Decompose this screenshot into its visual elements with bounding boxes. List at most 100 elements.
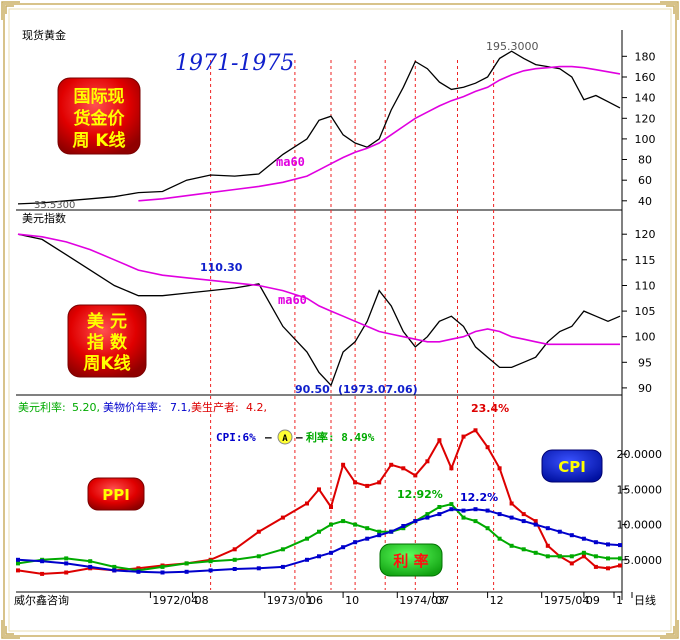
- macro-series-0-point: [521, 512, 526, 517]
- gold-badge-line-1: 国际现: [74, 87, 125, 107]
- macro-series-1-point: [64, 556, 69, 561]
- macro-series-1-point: [232, 557, 237, 562]
- usd-low-label: 90.50: [295, 383, 330, 396]
- macro-series-2-point: [136, 569, 141, 574]
- usd-ytick-label: 95: [638, 356, 652, 369]
- gold-ytick-label: 100: [635, 133, 656, 146]
- macro-series-1-point: [365, 526, 370, 531]
- macro-series-0-point: [437, 438, 442, 443]
- macro-series-0-point: [16, 568, 20, 573]
- macro-series-2-point: [40, 559, 45, 564]
- macro-series-0-point: [569, 561, 574, 566]
- usd-badge-line-2: 指 数: [87, 332, 128, 353]
- macro-series-2-point: [160, 570, 165, 575]
- xtick-label: 1973/01: [267, 594, 313, 607]
- macro-ytick-label: 10.0000: [617, 519, 663, 532]
- macro-series-2-point: [365, 536, 370, 541]
- rate-badge-label: 利 率: [393, 552, 428, 570]
- macro-series-1-point: [160, 564, 165, 569]
- usd-ytick-label: 120: [635, 228, 656, 241]
- macro-ytick-label: 5.0000: [624, 554, 663, 567]
- gold-ytick-label: 140: [635, 92, 656, 105]
- macro-series-1-point: [184, 561, 189, 566]
- macro-series-0-point: [485, 445, 490, 450]
- macro-series-1-point: [497, 536, 502, 541]
- ppi-peak-label: 23.4%: [471, 402, 509, 415]
- macro-series-1-point: [305, 536, 309, 541]
- usd-ytick-label: 90: [638, 382, 652, 395]
- legend-ppi-value: 4.2,: [246, 401, 267, 414]
- macro-series-1-point: [112, 564, 117, 569]
- xtick-label: 1975/04: [544, 594, 590, 607]
- usd-panel-title: 美元指数: [22, 211, 66, 225]
- cpi-peak-label: 12.2%: [460, 491, 498, 504]
- macro-series-0-point: [413, 473, 418, 478]
- usd-low-date-label: (1973.07.06): [338, 383, 418, 396]
- macro-series-1-point: [581, 550, 586, 555]
- legend-rate-value: 5.20,: [72, 401, 100, 414]
- gold-badge-line-2: 货金价: [74, 108, 126, 129]
- gold-ma-label: ma60: [276, 155, 305, 169]
- macro-series-2-point: [461, 508, 466, 513]
- macro-series-1-point: [88, 559, 93, 564]
- usd-badge-line-1: 美 元: [87, 311, 127, 332]
- macro-ytick-label: 15.0000: [617, 483, 663, 496]
- xtick-label: 07: [435, 594, 449, 607]
- usd-badge-line-3: 周K线: [83, 353, 130, 374]
- cpi-rate-annotation: CPI:6% – A – 利率: 8.49%: [216, 429, 375, 445]
- macro-series-0-point: [449, 466, 454, 471]
- usd-high-label: 110.30: [200, 261, 243, 274]
- macro-series-2-point: [618, 543, 622, 548]
- macro-series-2-point: [329, 550, 333, 555]
- macro-series-2-point: [64, 561, 69, 566]
- macro-series-2-point: [389, 529, 394, 534]
- xtick-label: 06: [309, 594, 323, 607]
- gold-ytick-label: 120: [635, 112, 656, 125]
- macro-series-1-point: [521, 547, 526, 552]
- macro-series-2-point: [353, 540, 358, 545]
- marker-a-label: A: [282, 434, 288, 444]
- marker-a-icon: [277, 429, 293, 445]
- macro-series-1-point: [16, 561, 20, 566]
- macro-series-0-point: [545, 543, 550, 548]
- xtick-label: 12: [490, 594, 504, 607]
- xtick-label: 10: [345, 594, 359, 607]
- macro-series-0-point: [280, 515, 285, 520]
- legend-ppi-label: 美生产者:: [191, 400, 239, 414]
- macro-ytick-label: 20.0000: [617, 448, 663, 461]
- macro-series-1-point: [317, 529, 321, 534]
- gold-low-label: 35.5300: [34, 200, 75, 211]
- macro-series-0-point: [377, 480, 382, 485]
- macro-series-2-point: [569, 533, 574, 538]
- macro-series-0-point: [317, 487, 321, 492]
- macro-series-0-point: [341, 462, 346, 467]
- macro-series-1-point: [557, 554, 562, 559]
- macro-series-0-point: [509, 501, 514, 506]
- macro-series-1-point: [461, 515, 466, 520]
- gold-ytick-label: 40: [638, 195, 652, 208]
- gold-ytick-label: 60: [638, 174, 652, 187]
- inner-frame-border: [8, 8, 672, 632]
- usd-series-0-line: [17, 233, 621, 387]
- macro-series-0-point: [40, 571, 45, 576]
- macro-series-2-point: [425, 515, 430, 520]
- guide-dashes: [210, 60, 495, 590]
- cpi-badge: CPI: [541, 449, 603, 483]
- macro-series-1-point: [593, 554, 598, 559]
- macro-series-1-point: [353, 522, 358, 527]
- macro-series-2-point: [377, 533, 382, 538]
- gold-panel-title: 现货黄金: [22, 28, 66, 42]
- macro-series-2-point: [593, 540, 598, 545]
- macro-series-2-point: [521, 519, 526, 524]
- usd-ytick-label: 100: [635, 331, 656, 344]
- macro-series-1-point: [569, 554, 574, 559]
- macro-series-2-point: [112, 568, 117, 573]
- macro-series-2-point: [545, 526, 550, 531]
- gold-ytick-label: 160: [635, 71, 656, 84]
- macro-series-0-point: [64, 570, 69, 575]
- macro-series-1-line: [17, 502, 620, 572]
- macro-panel-series: [16, 428, 622, 576]
- xtick-label: 09: [586, 594, 600, 607]
